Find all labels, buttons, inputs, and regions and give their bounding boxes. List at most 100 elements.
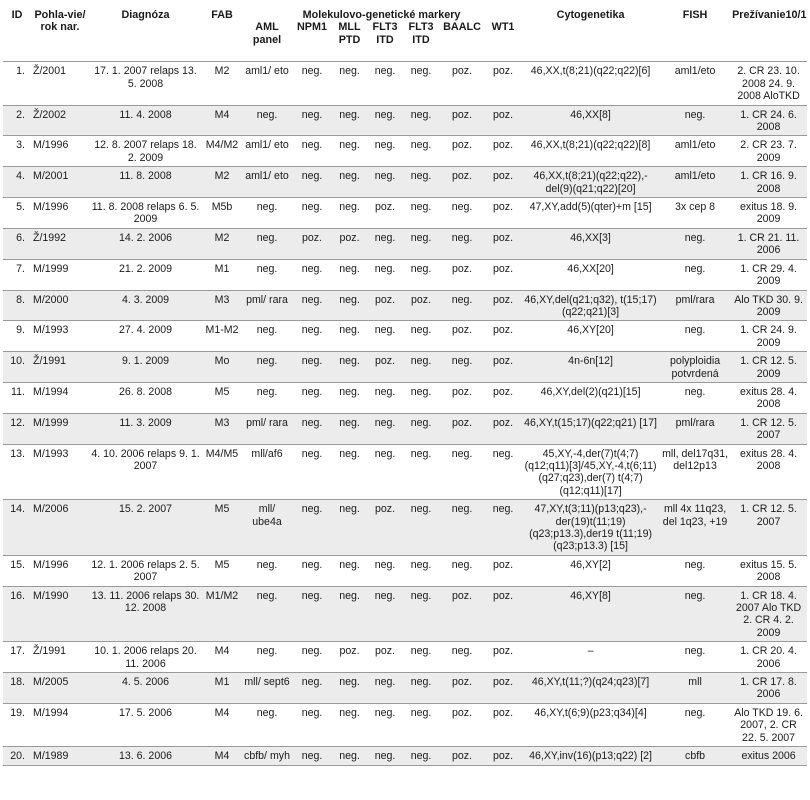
cell-fab: M4/M2 — [205, 139, 239, 152]
cell-fab: M1 — [214, 262, 230, 275]
cell-cytogenetics: 46,XY,t(15;17)(q22;q21) [17] — [524, 416, 658, 429]
cell-cytogenetics: 46,XY[20] — [567, 324, 614, 337]
cell-cytogenetics: 46,XY,inv(16)(p13;q22) [2] — [529, 750, 652, 763]
cell-sex-year: M/1993 — [33, 447, 69, 460]
cell-mll-ptd: neg. — [339, 589, 360, 602]
cell-sex-year: Ž/2002 — [33, 108, 66, 121]
cell-flt3-itd-1: poz. — [374, 355, 396, 368]
cell-mll-ptd: neg. — [339, 750, 360, 763]
cell-wt1: poz. — [493, 558, 514, 571]
cell-id: 17. — [10, 645, 25, 658]
table-row: 7. M/1999 21. 2. 2009 M1 neg. neg. neg. neg. neg… — [3, 259, 808, 290]
cell-fish: pml/rara — [675, 293, 715, 306]
cell-survival: exitus 18. 9. 2009 — [740, 201, 798, 226]
cell-survival: exitus 2006 — [741, 750, 796, 763]
cell-npm1: neg. — [301, 108, 323, 121]
cell-aml-panel: neg. — [256, 355, 278, 368]
table-row: 19. M/1994 17. 5. 2006 M4 neg. neg. neg. neg. ne… — [3, 703, 808, 746]
cell-sex-year: Ž/1992 — [33, 231, 66, 244]
cell-cytogenetics: 46,XX[20] — [567, 262, 614, 275]
cell-cytogenetics: 46,XX[3] — [570, 231, 611, 244]
cell-mll-ptd: neg. — [339, 108, 360, 121]
cell-survival: exitus 15. 5. 2008 — [740, 558, 798, 584]
cell-aml-panel: neg. — [256, 645, 278, 658]
cell-id: 19. — [10, 706, 25, 719]
aml-patient-table: ID Pohla-vie/ rok nar. Diagnóza FAB Mole… — [3, 3, 808, 766]
cell-cytogenetics: 47,XY,t(3;11)(p13;q23),-der(19)t(11;19) … — [529, 503, 652, 553]
cell-survival: 1. CR 24. 9. 2009 — [740, 324, 797, 349]
cell-fab: M5 — [214, 503, 230, 516]
cell-survival: 1. CR 16. 9. 2008 — [740, 170, 797, 195]
cell-survival: 1. CR 12. 5. 2007 — [740, 503, 797, 528]
cell-sex-year: M/1999 — [33, 416, 69, 429]
col-header-cytogenetics: Cytogenetika — [556, 9, 625, 21]
cell-wt1: poz. — [493, 262, 514, 275]
cell-fab: M1 — [214, 676, 230, 689]
cell-wt1: poz. — [493, 170, 514, 183]
table-row: 13. M/1993 4. 10. 2006 relaps 9. 1. 2007 M4… — [3, 444, 808, 500]
cell-survival: Alo TKD 30. 9. 2009 — [734, 293, 803, 318]
cell-flt3-itd-2: neg. — [410, 385, 432, 398]
cell-baalc: poz. — [451, 676, 473, 689]
cell-diagnosis: 26. 8. 2008 — [118, 385, 172, 398]
cell-cytogenetics: 47,XY,add(5)(qter)+m [15] — [529, 201, 652, 214]
cell-survival: 1. CR 12. 5. 2007 — [740, 416, 797, 442]
cell-baalc: poz. — [451, 170, 473, 183]
cell-flt3-itd-1: neg. — [374, 416, 396, 429]
cell-fab: M1/M2 — [205, 589, 239, 602]
cell-fab: M1-M2 — [205, 324, 239, 337]
cell-fish: cbfb — [685, 750, 706, 763]
cell-mll-ptd: neg. — [339, 65, 360, 78]
cell-baalc: poz. — [451, 324, 473, 337]
cell-npm1: neg. — [301, 355, 323, 368]
cell-survival: 2. CR 23. 10. 2008 24. 9. 2008 AloTKD — [737, 65, 800, 103]
cell-id: 10. — [10, 355, 25, 368]
cell-diagnosis: 17. 5. 2006 — [118, 706, 172, 719]
col-header-flt3-itd-1: FLT3 ITD — [372, 21, 398, 46]
cell-id: 4. — [16, 170, 25, 183]
cell-id: 14. — [10, 503, 25, 516]
cell-sex-year: M/1993 — [33, 324, 69, 337]
cell-fish: neg. — [684, 385, 706, 398]
cell-baalc: poz. — [451, 706, 473, 719]
cell-mll-ptd: neg. — [339, 139, 360, 152]
cell-mll-ptd: neg. — [339, 293, 360, 306]
cell-id: 18. — [10, 676, 25, 689]
cell-flt3-itd-2: neg. — [410, 231, 432, 244]
cell-flt3-itd-2: neg. — [410, 676, 432, 689]
cell-wt1: poz. — [493, 139, 514, 152]
cell-diagnosis: 11. 8. 2008 relaps 6. 5. 2009 — [91, 201, 200, 226]
cell-diagnosis: 4. 10. 2006 relaps 9. 1. 2007 — [91, 447, 200, 472]
cell-id: 20. — [10, 750, 25, 763]
cell-mll-ptd: neg. — [339, 170, 360, 183]
cell-baalc: neg. — [451, 201, 473, 214]
table-row: 16. M/1990 13. 11. 2006 relaps 30. 12. 200… — [3, 586, 808, 642]
cell-flt3-itd-2: neg. — [410, 750, 432, 763]
col-header-baalc: BAALC — [443, 21, 481, 34]
cell-npm1: poz. — [301, 231, 323, 244]
table-row: 18. M/2005 4. 5. 2006 M1 mll/ sept6 neg. neg. n… — [3, 672, 808, 704]
cell-aml-panel: neg. — [256, 262, 278, 275]
cell-id: 15. — [10, 558, 25, 571]
cell-sex-year: M/1989 — [33, 750, 69, 763]
cell-flt3-itd-2: neg. — [410, 589, 432, 602]
cell-npm1: neg. — [301, 416, 323, 429]
cell-flt3-itd-1: neg. — [374, 558, 396, 571]
cell-aml-panel: neg. — [256, 108, 278, 121]
cell-cytogenetics: 4n-6n[12] — [568, 355, 613, 368]
cell-wt1: poz. — [493, 645, 514, 658]
cell-wt1: poz. — [493, 750, 514, 763]
table-row: 14. M/2006 15. 2. 2007 M5 mll/ ube4a neg. neg.… — [3, 499, 808, 556]
cell-baalc: poz. — [451, 750, 473, 763]
cell-cytogenetics: 46,XX,t(8;21)(q22;q22)[6] — [530, 65, 651, 78]
cell-fish: 3x cep 8 — [675, 201, 716, 214]
cell-npm1: neg. — [301, 750, 323, 763]
table-row: 5. M/1996 11. 8. 2008 relaps 6. 5. 2009 M5b… — [3, 197, 808, 229]
cell-fab: M2 — [214, 65, 230, 78]
cell-fab: M4/M5 — [205, 447, 239, 460]
cell-flt3-itd-1: neg. — [374, 676, 396, 689]
cell-cytogenetics: 46,XX[8] — [570, 108, 611, 121]
cell-id: 1. — [16, 65, 25, 78]
cell-survival: 1. CR 24. 6. 2008 — [740, 108, 797, 134]
cell-diagnosis: 13. 6. 2006 — [118, 750, 172, 763]
